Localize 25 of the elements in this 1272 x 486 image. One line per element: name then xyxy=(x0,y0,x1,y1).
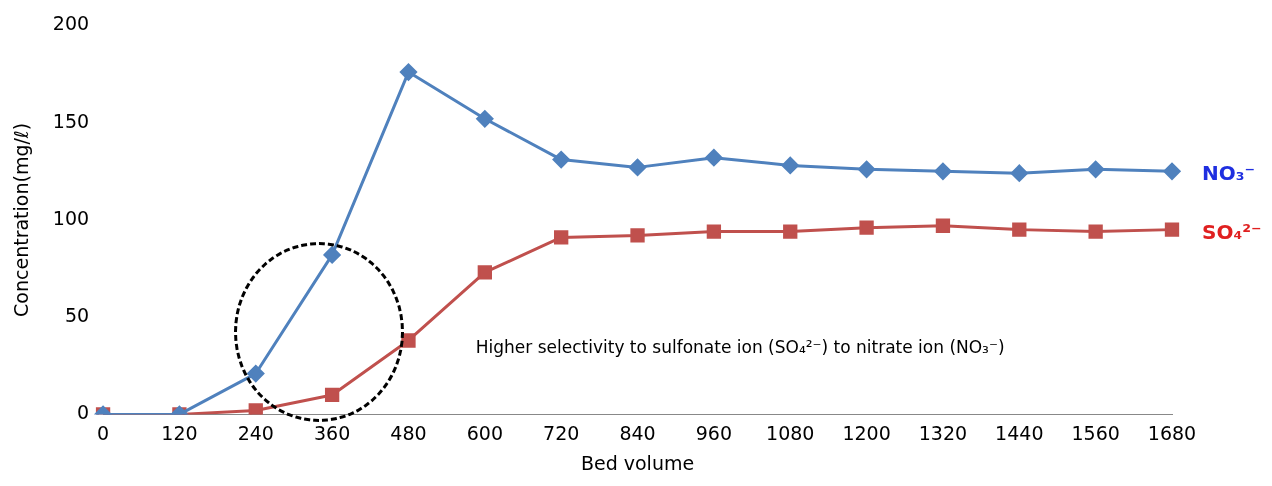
x-tick-label: 1680 xyxy=(1147,421,1197,444)
x-tick-label: 1440 xyxy=(995,421,1044,444)
x-tick-label: 120 xyxy=(161,421,198,444)
x-tick-label: 720 xyxy=(543,421,580,444)
y-tick-label: 100 xyxy=(52,206,90,229)
x-tick-label: 360 xyxy=(313,421,351,444)
x-tick-label: 0 xyxy=(97,421,110,444)
x-tick-label: 1200 xyxy=(842,421,891,444)
series-label: SO₄²⁻ xyxy=(1202,219,1262,244)
y-axis-title: Concentration(mg/ℓ) xyxy=(10,122,33,317)
x-tick-label: 480 xyxy=(390,421,427,444)
y-tick-label: 150 xyxy=(52,109,90,132)
x-tick-label: 1560 xyxy=(1071,421,1120,444)
annotation: Higher selectivity to sulfonate ion (SO₄²⁻) to nitrate ion (NO₃⁻) xyxy=(475,336,1005,357)
series-label: NO₃⁻ xyxy=(1202,161,1256,186)
y-tick-label: 50 xyxy=(64,304,90,327)
x-tick-label: 960 xyxy=(695,421,733,444)
y-tick-label: 0 xyxy=(76,401,90,424)
x-tick-label: 1320 xyxy=(918,421,968,444)
x-tick-label: 600 xyxy=(466,421,503,444)
x-tick-label: 840 xyxy=(619,421,656,444)
x-axis-title: Bed volume xyxy=(580,451,695,474)
x-tick-label: 240 xyxy=(237,421,274,444)
y-tick-label: 200 xyxy=(52,12,90,35)
x-tick-label: 1080 xyxy=(766,421,815,444)
